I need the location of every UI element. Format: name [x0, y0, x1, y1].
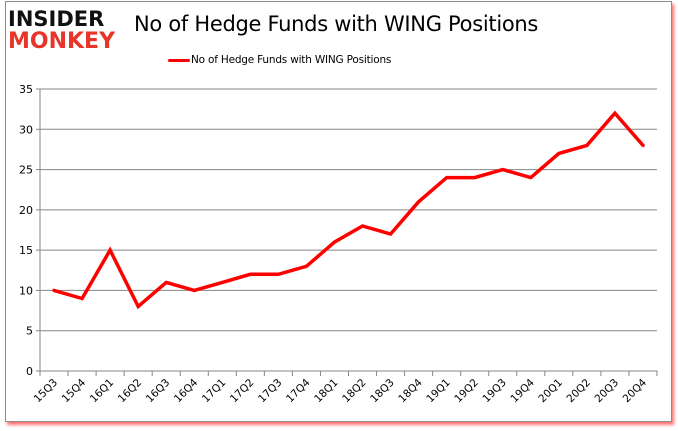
legend-line-swatch-icon: [168, 58, 190, 62]
y-tick-label: 20: [19, 204, 33, 217]
gridlines: [40, 88, 657, 332]
x-tick-label: 20Q1: [536, 377, 565, 406]
logo-text-monkey: MONKEY: [8, 29, 116, 54]
x-tick-label: 16Q4: [172, 376, 201, 405]
x-tick-label: 17Q2: [228, 377, 257, 406]
x-tick-label: 19Q4: [508, 376, 537, 405]
y-axis: 0 5 10 15 20 25 30 35: [19, 83, 41, 378]
x-tick-label: 18Q4: [396, 376, 425, 405]
logo-text-insider: INSIDER: [8, 7, 105, 31]
x-tick-label: 15Q4: [60, 376, 89, 405]
x-tick-label: 20Q4: [621, 376, 650, 405]
y-tick-label: 5: [26, 325, 33, 338]
chart-frame: [5, 1, 672, 422]
chart-legend: No of Hedge Funds with WING Positions: [168, 54, 391, 66]
y-tick-label: 35: [19, 83, 33, 96]
x-tick-label: 20Q3: [593, 377, 622, 406]
y-tick-label: 30: [19, 123, 33, 136]
x-tick-label: 20Q2: [565, 377, 594, 406]
x-tick-label: 17Q4: [284, 376, 313, 405]
x-tick-label: 19Q1: [424, 377, 453, 406]
x-tick-label: 18Q1: [312, 377, 341, 406]
y-tick-label: 25: [19, 164, 33, 177]
y-tick-label: 0: [26, 365, 33, 378]
y-tick-label: 15: [19, 244, 33, 257]
x-tick-label: 18Q2: [340, 377, 369, 406]
x-tick-label: 19Q2: [452, 377, 481, 406]
insider-monkey-logo: INSIDER MONKEY: [8, 8, 128, 54]
legend-label: No of Hedge Funds with WING Positions: [191, 54, 392, 66]
x-tick-label: 16Q3: [144, 377, 173, 406]
x-tick-label: 16Q2: [116, 377, 145, 406]
data-series-line: [52, 110, 645, 310]
x-tick-label: 19Q3: [480, 377, 509, 406]
x-tick-label: 17Q3: [256, 377, 285, 406]
x-tick-label: 16Q1: [88, 377, 117, 406]
chart-title: No of Hedge Funds with WING Positions: [134, 12, 539, 36]
x-tick-label: 17Q1: [200, 377, 229, 406]
y-tick-label: 10: [19, 284, 33, 297]
x-axis: 15Q3 15Q4 16Q1 16Q2 16Q3 16Q4 17Q1 17Q2 17Q3 17Q4…: [32, 370, 658, 406]
x-tick-label: 18Q3: [368, 377, 397, 406]
x-tick-label: 15Q3: [32, 377, 61, 406]
